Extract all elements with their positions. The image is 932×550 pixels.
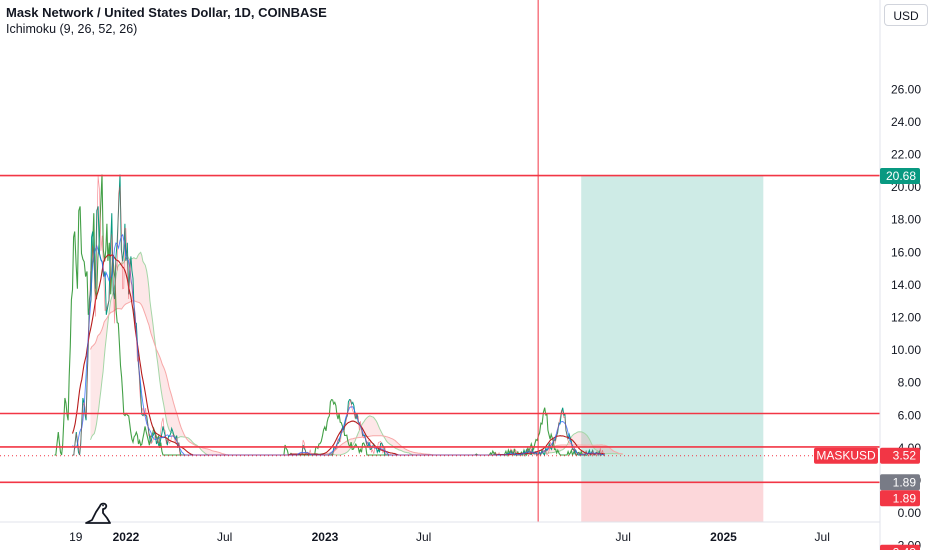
y-tick-label: 16.00 xyxy=(891,245,921,259)
y-tick-label: 6.00 xyxy=(898,408,922,422)
axis-price-text: −2.43 xyxy=(886,546,917,550)
indicator-legend[interactable]: Ichimoku (9, 26, 52, 26) xyxy=(6,22,138,36)
tradingview-dino-logo-icon[interactable] xyxy=(84,500,114,526)
ichimoku-cloud-fill xyxy=(90,252,623,455)
ichimoku-base-line xyxy=(71,254,605,456)
price-labels-layer: 20.68 3.52 MASKUSD 1.89 −2.43 1.89 xyxy=(814,168,920,550)
x-tick-label: Jul xyxy=(416,530,431,544)
axis-price-tag xyxy=(880,168,920,185)
symbol-tag xyxy=(814,447,878,464)
ichimoku-cloud xyxy=(90,251,623,456)
y-tick-label: 12.00 xyxy=(891,311,921,325)
y-tick-label: 24.00 xyxy=(891,115,921,129)
axis-price-text: 1.89 xyxy=(893,475,917,489)
x-tick-label: Jul xyxy=(815,530,830,544)
symbol-tag-text: MASKUSD xyxy=(816,449,876,463)
x-tick-label: Jul xyxy=(616,530,631,544)
axis-price-text: 1.89 xyxy=(893,491,917,505)
price-line xyxy=(72,174,605,457)
axis-price-tag xyxy=(880,447,920,464)
currency-button[interactable]: USD xyxy=(884,4,928,26)
crosshair: Sat 27 Jan '24 xyxy=(486,0,591,546)
price-series-layer xyxy=(54,174,605,457)
price-wick-series xyxy=(72,175,605,457)
y-tick-label: 10.00 xyxy=(891,343,921,357)
axis-price-tag xyxy=(880,490,920,507)
y-tick-label: 22.00 xyxy=(891,148,921,162)
x-tick-label: Jul xyxy=(217,530,232,544)
axis-price-tag xyxy=(880,474,920,491)
x-tick-label: 2023 xyxy=(312,530,339,544)
axis-price-text: 20.68 xyxy=(886,169,916,183)
y-tick-label: 14.00 xyxy=(891,278,921,292)
x-tick-label: 2022 xyxy=(113,530,140,544)
axis-price-text: 3.52 xyxy=(893,449,917,463)
axis-price-tag xyxy=(880,544,920,550)
y-tick-label: 8.00 xyxy=(898,376,922,390)
position-profit-zone[interactable] xyxy=(581,176,764,483)
y-tick-label: 0.00 xyxy=(898,506,922,520)
x-tick-label: 19 xyxy=(69,530,83,544)
y-tick-label: -2.00 xyxy=(894,539,922,550)
chart-title: Mask Network / United States Dollar, 1D,… xyxy=(6,5,327,20)
x-axis-panel[interactable] xyxy=(0,522,880,550)
x-tick-label: 2025 xyxy=(710,530,737,544)
position-tool[interactable] xyxy=(581,176,764,550)
y-tick-label: 18.00 xyxy=(891,213,921,227)
y-tick-label: 26.00 xyxy=(891,82,921,96)
ichimoku-conversion-line xyxy=(72,233,605,456)
